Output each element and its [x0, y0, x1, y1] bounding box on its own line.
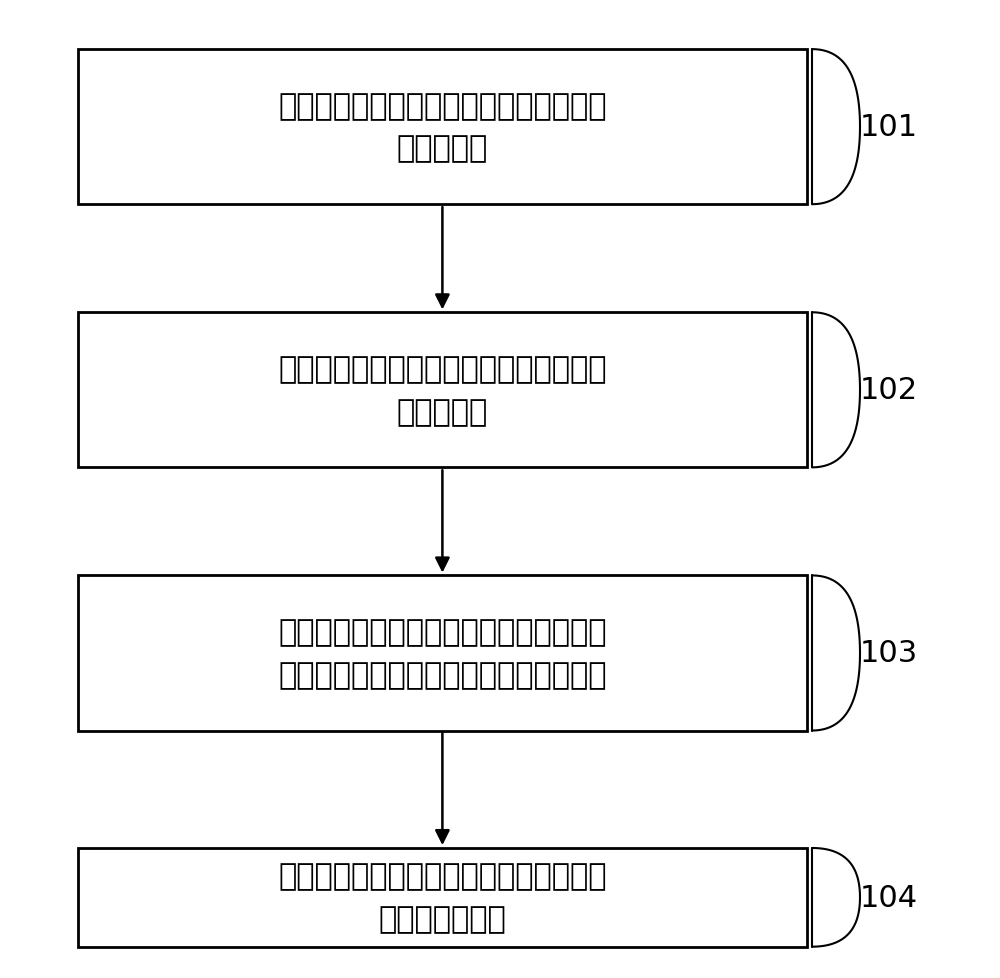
Text: 101: 101 — [860, 113, 918, 142]
Text: 103: 103 — [860, 639, 918, 668]
Bar — [78, 576, 807, 731]
Text: 102: 102 — [860, 376, 918, 405]
Bar — [78, 50, 807, 205]
Text: 基于行驶信息在预设地图内创建车辆的模
拟运动轨迹: 基于行驶信息在预设地图内创建车辆的模 拟运动轨迹 — [278, 355, 607, 426]
Text: 获取预设地图范围内所有车辆的行驶信息
和参数信息: 获取预设地图范围内所有车辆的行驶信息 和参数信息 — [278, 92, 607, 163]
Text: 104: 104 — [860, 883, 918, 911]
Bar — [78, 313, 807, 467]
Text: 向在预设地图内存在碰撞点的两个车辆分
别发送报警信息: 向在预设地图内存在碰撞点的两个车辆分 别发送报警信息 — [278, 862, 607, 933]
Text: 根据模拟运动轨迹、参数信息和行驶信息
确定任意两个车辆在预设地图内的碰撞点: 根据模拟运动轨迹、参数信息和行驶信息 确定任意两个车辆在预设地图内的碰撞点 — [278, 617, 607, 689]
Bar — [78, 848, 807, 947]
